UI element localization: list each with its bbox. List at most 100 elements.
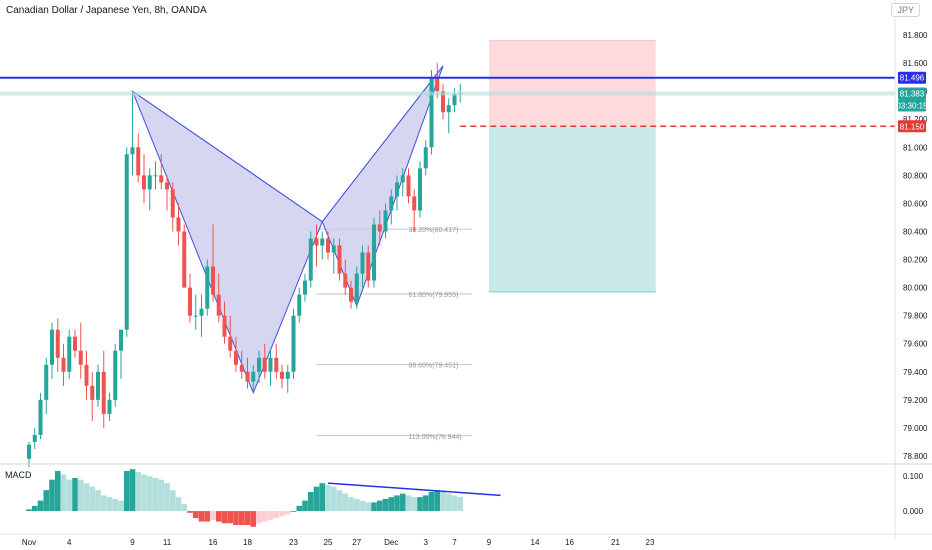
- macd-bar: [158, 479, 165, 512]
- time-tick-label: 16: [565, 538, 574, 547]
- candle-up: [360, 252, 365, 274]
- macd-bar: [336, 490, 343, 512]
- macd-bar: [123, 470, 130, 512]
- macd-bar: [26, 509, 32, 512]
- price-tick-label: 79.600: [903, 340, 928, 349]
- macd-divergence-line: [327, 482, 501, 497]
- resistance-tag: 81.496: [900, 74, 925, 83]
- currency-badge[interactable]: JPY: [891, 3, 920, 17]
- candle-down: [55, 329, 60, 358]
- macd-bar: [279, 511, 285, 517]
- macd-bar: [330, 486, 337, 512]
- macd-bar: [31, 505, 38, 512]
- candle-down: [245, 371, 250, 382]
- candle-down: [239, 364, 244, 372]
- candle-up: [452, 93, 457, 106]
- macd-bar: [146, 476, 153, 512]
- macd-bar: [376, 500, 383, 512]
- horizontal-levels: [0, 76, 895, 127]
- macd-bar: [141, 474, 147, 512]
- macd-bar: [440, 491, 446, 512]
- candle-up: [389, 196, 394, 211]
- macd-bar: [422, 495, 429, 512]
- fib-label: 88.60%(79.451): [409, 363, 459, 370]
- candle-up: [297, 294, 302, 316]
- candle-up: [107, 399, 112, 414]
- macd-bar: [267, 511, 274, 520]
- time-tick-label: Dec: [384, 538, 398, 547]
- candle-down: [73, 336, 77, 351]
- candle-up: [153, 175, 158, 177]
- time-tick-label: 4: [67, 538, 72, 547]
- macd-bar: [37, 500, 44, 512]
- macd-bar: [100, 495, 107, 512]
- macd-pane: 0.100 0.000: [26, 469, 924, 527]
- candle-down: [337, 245, 342, 274]
- macd-bar: [89, 486, 96, 512]
- price-tick-label: 79.800: [903, 312, 928, 321]
- macd-bar: [261, 511, 268, 522]
- price-tick-label: 80.400: [903, 227, 928, 236]
- time-tick-label: 14: [531, 538, 540, 547]
- candle-down: [234, 350, 238, 365]
- macd-bar: [233, 511, 239, 526]
- candle-up: [38, 399, 43, 435]
- macd-bar: [417, 497, 423, 512]
- macd-bar: [256, 511, 262, 524]
- macd-bar: [106, 497, 113, 512]
- macd-bar: [215, 511, 222, 522]
- candle-down: [435, 77, 440, 92]
- macd-bar: [348, 497, 354, 512]
- macd-bar: [307, 491, 314, 512]
- price-tick-label: 81.000: [903, 143, 928, 152]
- macd-label: MACD: [5, 470, 32, 480]
- candle-up: [446, 105, 451, 113]
- macd-bar: [49, 479, 55, 512]
- price-tick-label: 80.200: [903, 256, 928, 265]
- candle-up: [308, 238, 313, 281]
- candle-up: [96, 371, 100, 400]
- macd-bar: [359, 500, 366, 512]
- price-tick-label: 81.800: [903, 31, 928, 40]
- candle-up: [418, 168, 422, 211]
- candle-up: [193, 315, 198, 317]
- candle-down: [188, 287, 192, 316]
- candle-up: [147, 175, 152, 190]
- resistance-tag-bg: [898, 71, 926, 84]
- candle-up: [32, 434, 37, 442]
- candle-down: [90, 385, 95, 400]
- fib-label: 113.00%(78.944): [409, 434, 462, 441]
- candle-down: [441, 91, 445, 113]
- macd-bar: [411, 497, 418, 512]
- countdown-tag: 03:30:15: [896, 102, 928, 111]
- candle-up: [257, 357, 261, 372]
- candle-down: [326, 238, 330, 253]
- macd-bar: [83, 483, 90, 512]
- candle-down: [216, 294, 221, 316]
- candle-up: [205, 266, 210, 309]
- candle-down: [170, 189, 175, 218]
- candle-up: [291, 315, 296, 372]
- price-tick-label: 79.400: [903, 368, 928, 377]
- macd-bar: [388, 497, 395, 512]
- candle-up: [429, 77, 434, 148]
- candle-down: [412, 196, 417, 211]
- candle-down: [262, 357, 267, 372]
- candle-up: [331, 245, 336, 253]
- macd-bar: [118, 500, 124, 512]
- macd-bar: [198, 511, 205, 522]
- macd-bar: [227, 511, 234, 524]
- macd-bar: [273, 511, 280, 519]
- macd-bar: [365, 502, 372, 512]
- price-tick-label: 80.800: [903, 171, 928, 180]
- price-tick-label: 78.800: [903, 452, 928, 461]
- candle-up: [44, 364, 49, 400]
- macd-bar: [60, 474, 67, 512]
- candle-up: [50, 329, 54, 365]
- macd-bar: [342, 493, 349, 512]
- candle-down: [101, 371, 106, 414]
- candle-up: [354, 273, 359, 302]
- macd-bar: [371, 502, 377, 512]
- macd-tick-label: 0.000: [903, 507, 924, 516]
